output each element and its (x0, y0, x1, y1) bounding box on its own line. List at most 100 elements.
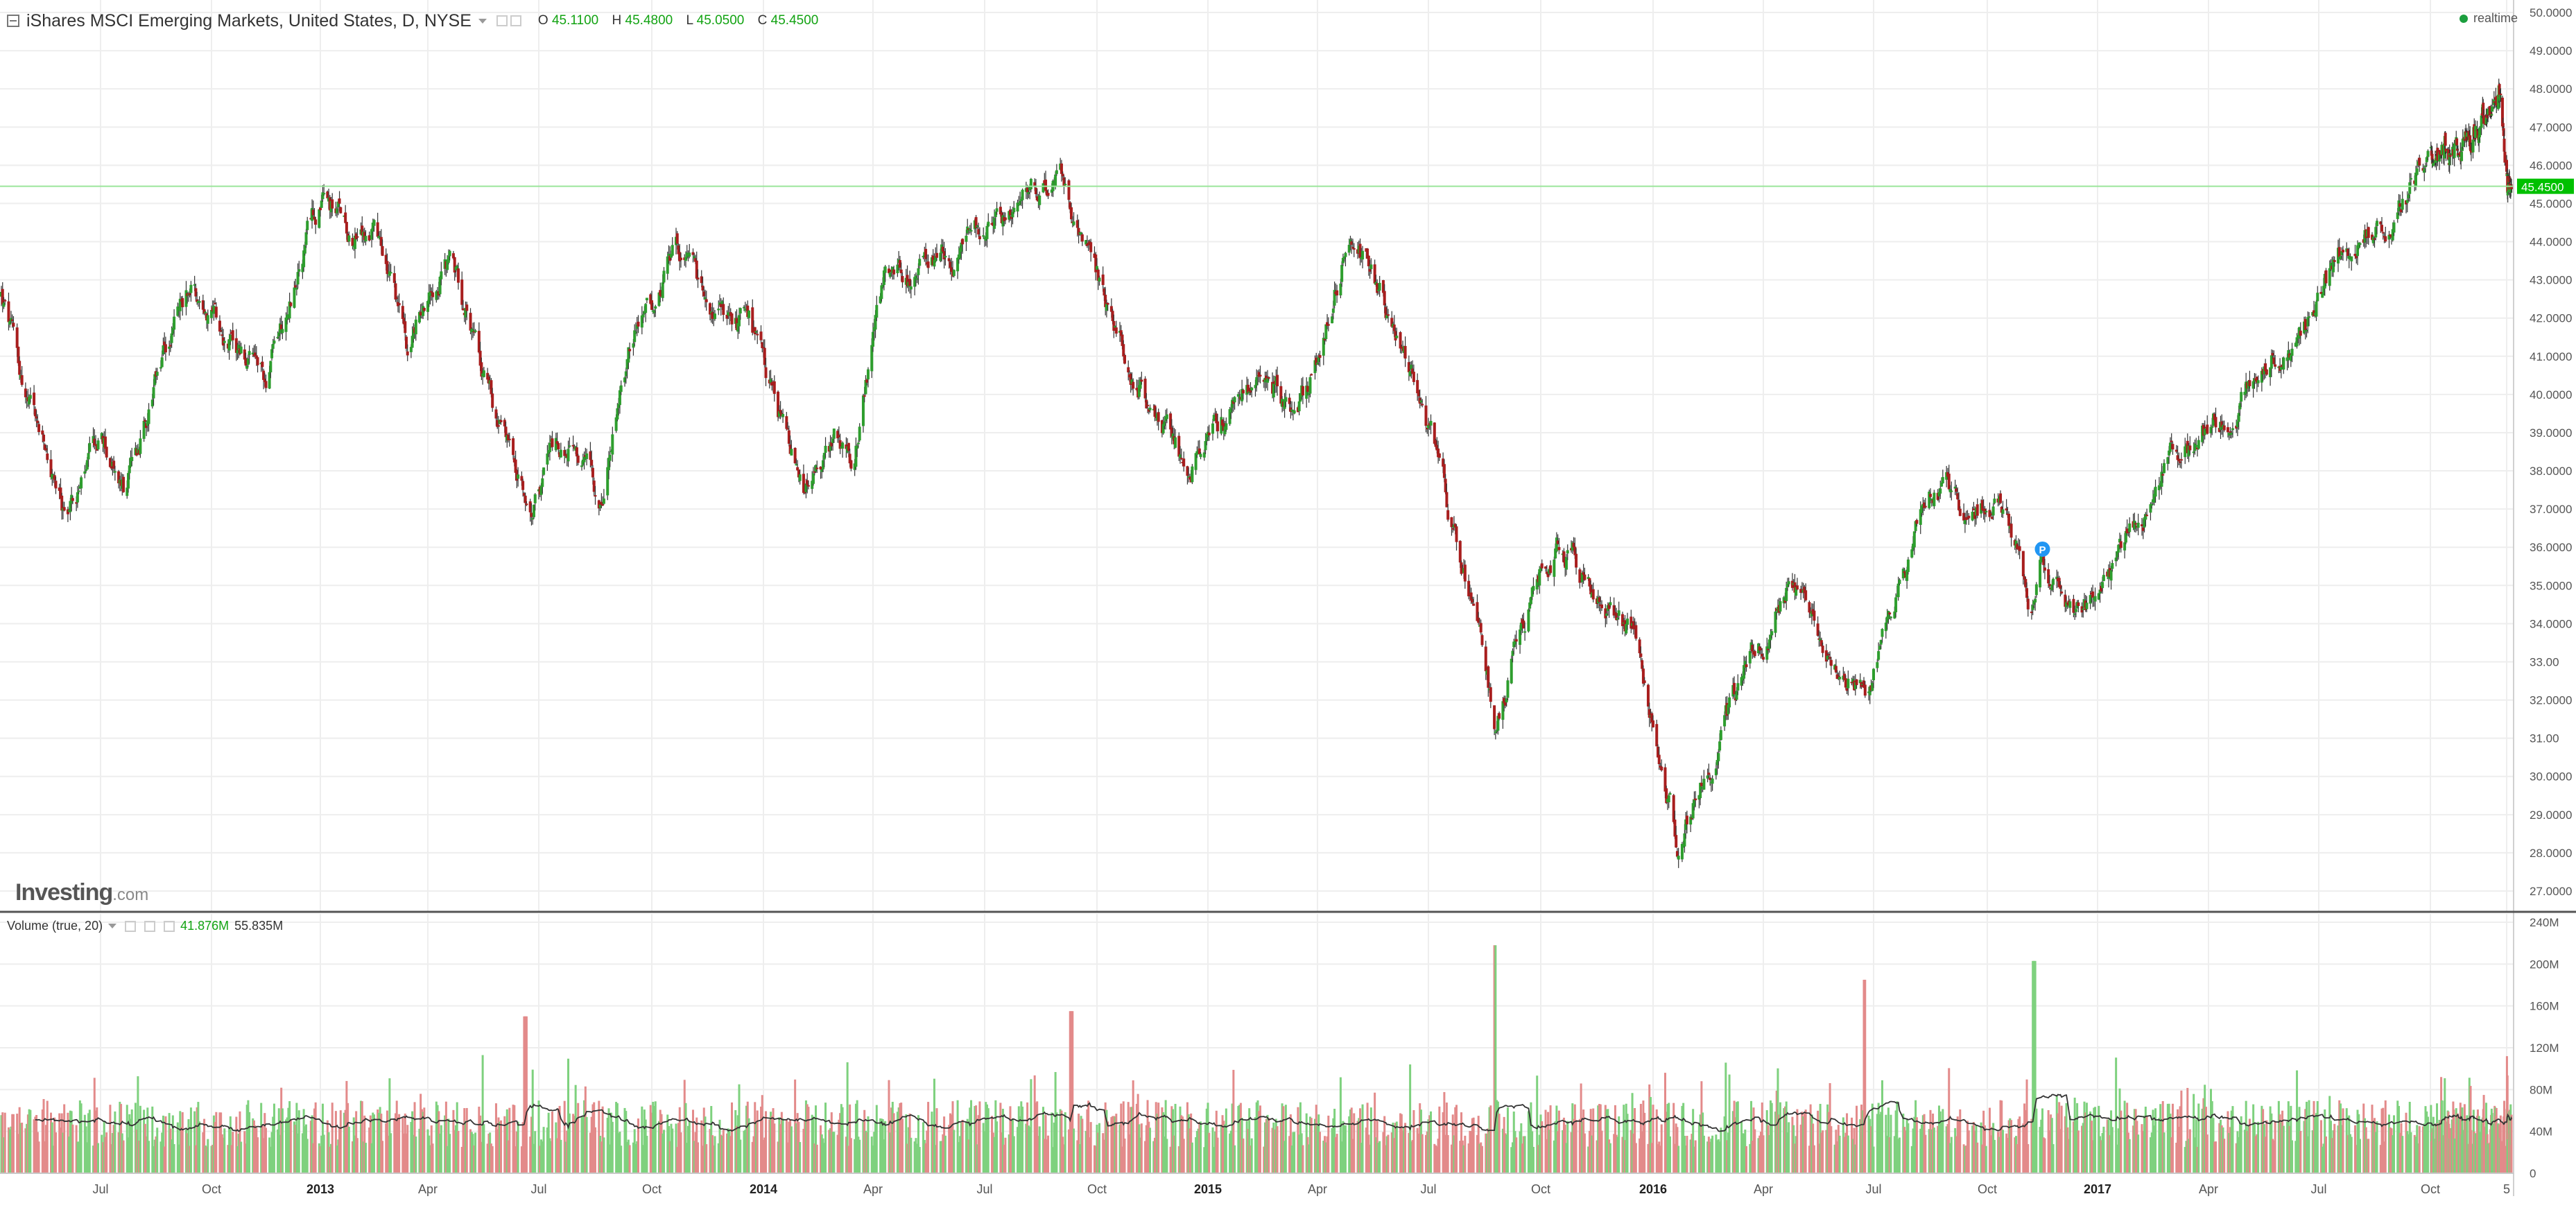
chevron-down-icon[interactable] (478, 18, 487, 24)
volume-bar (986, 1104, 989, 1173)
volume-bar (2256, 1134, 2258, 1173)
candle-body (2347, 255, 2351, 259)
volume-bar (372, 1112, 374, 1173)
volume-bar (1682, 1103, 1685, 1173)
volume-bar (1408, 1132, 1410, 1173)
volume-bar (564, 1141, 567, 1173)
volume-bar (2254, 1136, 2257, 1173)
volume-bar (924, 1143, 927, 1173)
ohlc-open-label: O (537, 13, 548, 28)
candle-body (1782, 597, 1786, 604)
candle-body (18, 361, 21, 375)
volume-bar (2073, 1097, 2076, 1173)
collapse-icon[interactable] (7, 15, 19, 27)
candle-body (635, 325, 639, 329)
volume-bar (633, 1129, 636, 1173)
candle-body (1386, 314, 1390, 316)
candle-body (520, 476, 524, 481)
volume-bar (796, 1113, 799, 1173)
candle-body (1265, 375, 1268, 381)
candle-body (2274, 364, 2277, 367)
candle-body (122, 476, 126, 492)
candle-body (1070, 207, 1073, 220)
candle-body (1808, 602, 1811, 613)
volume-bar (2396, 1100, 2399, 1173)
settings-icon[interactable] (125, 920, 137, 932)
candle-body (2171, 444, 2175, 450)
candle-body (1702, 779, 1706, 790)
candle-body (1, 288, 4, 305)
volume-bar (1467, 1143, 1470, 1173)
candle-body (1736, 683, 1740, 691)
candle-body (2214, 417, 2218, 428)
candle-body (530, 512, 533, 517)
volume-bar (1197, 1128, 1200, 1173)
volume-bar (2311, 1130, 2314, 1173)
candle-body (985, 225, 989, 239)
candle-body (883, 266, 887, 273)
volume-bar (884, 1121, 887, 1173)
volume-bar (1062, 1144, 1065, 1173)
volume-bar (280, 1087, 283, 1173)
volume-bar (1659, 1146, 1661, 1173)
volume-bar (1846, 1113, 1849, 1173)
volume-bar (2089, 1111, 2092, 1173)
candle-body (662, 270, 666, 283)
volume-bar (85, 1126, 87, 1173)
candle-body (1589, 584, 1593, 595)
volume-bar (849, 1104, 852, 1173)
volume-bar (92, 1146, 95, 1173)
volume-bar (555, 1122, 557, 1173)
volume-bar (1799, 1124, 1802, 1173)
candle-body (1487, 666, 1490, 688)
candle-body (2373, 238, 2376, 240)
candle-body (2396, 212, 2399, 219)
hide-icon[interactable] (510, 15, 521, 26)
volume-bar (589, 1132, 591, 1173)
candle-body (1385, 315, 1389, 319)
candle-body (666, 256, 669, 274)
volume-bar (2308, 1100, 2310, 1173)
volume-bar (1733, 1100, 1736, 1173)
volume-bar (1716, 1140, 1719, 1173)
candle-body (372, 220, 376, 226)
hide-icon[interactable] (144, 920, 156, 932)
chevron-down-icon[interactable] (108, 924, 117, 928)
volume-bar (620, 1146, 623, 1173)
candle-body (965, 235, 968, 242)
volume-bar (2316, 1100, 2319, 1173)
volume-bar (1553, 1140, 1555, 1173)
candle-body (1211, 423, 1215, 434)
candle-body (2265, 369, 2268, 375)
volume-bar (260, 1103, 263, 1173)
candle-body (2506, 191, 2509, 196)
volume-bar (568, 1113, 571, 1173)
settings-icon[interactable] (496, 15, 508, 26)
candle-body (2269, 367, 2272, 377)
candle-body (899, 269, 903, 274)
close-icon[interactable] (164, 920, 175, 932)
volume-title[interactable]: Volume (true, 20) (7, 919, 103, 933)
candle-body (1433, 422, 1436, 444)
candle-body (694, 258, 697, 262)
candle-body (430, 291, 433, 293)
volume-bar (772, 1108, 775, 1173)
volume-bar (2195, 1119, 2197, 1173)
volume-bar (59, 1127, 62, 1173)
candle-body (2475, 129, 2479, 131)
volume-bar (2144, 1106, 2147, 1173)
volume-bar (1706, 1141, 1709, 1173)
volume-bar (281, 1108, 284, 1173)
volume-bar (676, 1147, 679, 1173)
candle-body (1700, 782, 1703, 786)
symbol-title[interactable]: iShares MSCI Emerging Markets, United St… (26, 10, 472, 31)
candle-body (528, 501, 532, 512)
candle-body (461, 308, 465, 311)
volume-bar (720, 1134, 723, 1173)
volume-bar (856, 1100, 858, 1173)
volume-bar (1382, 1132, 1385, 1173)
volume-bar (181, 1112, 184, 1173)
volume-bar (2219, 1119, 2222, 1173)
